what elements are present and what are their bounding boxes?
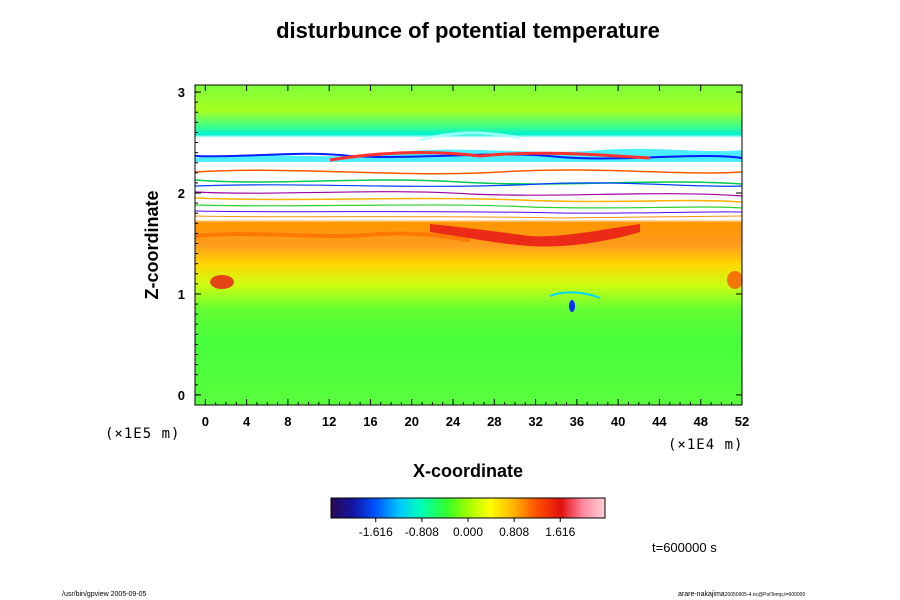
- y-tick-label: 0: [178, 388, 185, 403]
- upper-light-streak: [419, 131, 521, 142]
- x-tick-label: 8: [284, 414, 291, 429]
- x-axis: 0 4 8 12 16 20 24 28 32 36 40 44 48 52: [202, 85, 749, 429]
- stripe-4: [195, 191, 742, 197]
- y-tick-label: 2: [178, 186, 185, 201]
- y-scale-label: (×1E5 m): [105, 426, 180, 442]
- stripe-8: [195, 215, 742, 219]
- stripe-6: [195, 204, 742, 209]
- colorbar: [330, 497, 606, 519]
- stripe-2: [195, 179, 742, 185]
- footer-right: arare-nakajima20050905-4.nc@PotTemp,t=60…: [678, 591, 805, 598]
- x-tick-label: 0: [202, 414, 209, 429]
- x-scale-label: (×1E4 m): [668, 437, 743, 453]
- x-tick-label: 32: [528, 414, 542, 429]
- colorbar-tick-label: 0.808: [499, 525, 529, 539]
- warm-orange-streak: [195, 231, 471, 242]
- x-tick-label: 24: [446, 414, 461, 429]
- footer-right-small: 20050905-4.nc@PotTemp,t=600000: [725, 592, 806, 598]
- colorbar-tick-label: -1.616: [359, 525, 393, 539]
- colorbar-tick-label: 1.616: [545, 525, 575, 539]
- blue-spot-lower: [569, 300, 575, 312]
- plot-frame: [194, 84, 743, 406]
- warm-red-spot-right: [727, 271, 742, 289]
- x-tick-label: 40: [611, 414, 625, 429]
- heatmap-field: [195, 85, 742, 405]
- x-tick-label: 12: [322, 414, 336, 429]
- chart-title: disturbunce of potential temperature: [276, 18, 660, 43]
- colorbar-ticks: -1.616 -0.808 0.000 0.808 1.616: [359, 518, 576, 539]
- x-tick-label: 28: [487, 414, 501, 429]
- x-tick-label: 36: [570, 414, 584, 429]
- y-axis-label: Z-coordinate: [142, 190, 162, 299]
- heatmap-background: [195, 85, 742, 405]
- cyan-streak-lower: [549, 291, 601, 299]
- footer-right-main: arare-nakajima: [678, 591, 725, 598]
- colorbar-tick-label: 0.000: [453, 525, 483, 539]
- footer-left: /usr/bin/gpview 2005-09-05: [62, 591, 147, 598]
- x-axis-label: X-coordinate: [413, 461, 523, 481]
- x-tick-label: 16: [363, 414, 377, 429]
- upper-red-line: [329, 151, 651, 162]
- warm-red-spot-left: [210, 275, 234, 289]
- x-tick-label: 20: [405, 414, 419, 429]
- stripe-7: [195, 210, 742, 214]
- x-tick-label: 44: [652, 414, 667, 429]
- y-tick-label: 3: [178, 85, 185, 100]
- stripe-1: [195, 169, 742, 175]
- colorbar-tick-label: -0.808: [405, 525, 439, 539]
- time-label: t=600000 s: [652, 540, 717, 555]
- stripe-5: [195, 197, 742, 203]
- x-tick-label: 4: [243, 414, 251, 429]
- y-axis: 0 1 2 3: [178, 85, 742, 403]
- y-tick-label: 1: [178, 287, 185, 302]
- x-tick-label: 48: [693, 414, 707, 429]
- warm-red-patch: [430, 224, 640, 247]
- x-tick-label: 52: [735, 414, 749, 429]
- stripe-3: [195, 182, 742, 187]
